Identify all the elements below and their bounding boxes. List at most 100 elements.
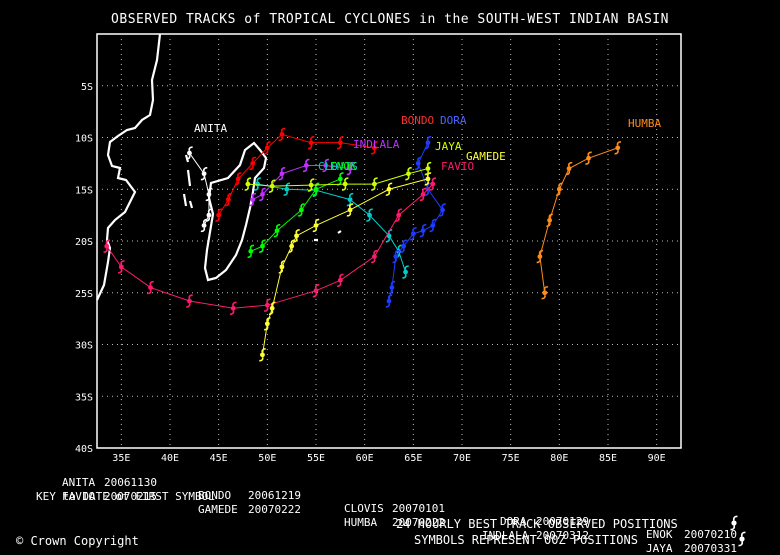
key-date: 20070101 xyxy=(392,502,445,515)
cyclone-position-marker xyxy=(288,239,296,253)
cyclone-position-marker xyxy=(259,348,266,362)
cyclone-position-marker xyxy=(371,249,378,264)
key-date: 20070129 xyxy=(536,515,589,528)
lon-tick-label: 65E xyxy=(404,453,422,464)
cyclone-position-marker xyxy=(215,208,223,222)
cyclone-position-marker xyxy=(346,203,354,217)
cyclone-position-marker xyxy=(336,136,344,150)
cyclone-position-marker xyxy=(298,203,305,217)
cyclone-position-marker xyxy=(263,317,271,331)
cyclone-position-marker xyxy=(259,239,266,253)
cyclone-position-marker xyxy=(385,182,393,196)
cyclone-position-marker xyxy=(186,146,193,160)
key-date: 20070215 xyxy=(104,490,157,503)
cyclone-position-marker xyxy=(424,172,432,186)
cyclone-position-marker xyxy=(385,294,393,308)
lat-tick-label: 30S xyxy=(75,341,93,352)
cyclone-position-marker xyxy=(541,286,549,300)
cyclone-position-marker xyxy=(565,161,573,176)
cyclone-position-marker xyxy=(249,156,257,171)
cyclone-position-marker xyxy=(585,151,592,165)
cyclone-position-marker xyxy=(346,161,354,176)
key-name: HUMBA xyxy=(344,516,378,529)
cyclone-position-marker xyxy=(614,141,622,155)
map-label-enok: ENOK xyxy=(330,160,357,173)
cyclone-symbol-icon xyxy=(738,531,746,547)
cyclone-position-marker xyxy=(419,187,427,202)
key-name: CLOVIS xyxy=(344,502,384,515)
cyclone-position-marker xyxy=(278,127,286,142)
key-row-2: FAVIO 20070215 GAMEDE 20070222 HUMBA 200702… xyxy=(62,477,737,555)
cyclone-position-marker xyxy=(555,182,563,196)
cyclone-position-marker xyxy=(103,239,111,253)
map-label-clovis: CLOVIS xyxy=(318,160,358,173)
map-label-indlala: INDLALA xyxy=(353,138,400,151)
cyclone-position-marker xyxy=(205,208,213,222)
lat-tick-label: 35S xyxy=(75,392,93,403)
cyclone-position-marker xyxy=(278,260,286,274)
track-labels: ANITA BONDO DORA HUMBA INDLALA JAYA GAME… xyxy=(194,114,661,173)
lon-tick-label: 90E xyxy=(648,453,666,464)
cyclone-tracks xyxy=(103,127,622,362)
map-label-bondo: BONDO xyxy=(401,114,434,127)
mascarene-islands xyxy=(314,230,342,242)
key-date: 20070222 xyxy=(248,503,301,516)
key-date: 20070331 xyxy=(684,542,737,555)
copyright: © Crown Copyright xyxy=(16,534,139,548)
map-label-favio: FAVIO xyxy=(441,160,474,173)
map-title: OBSERVED TRACKS of TROPICAL CYCLONES in … xyxy=(111,12,669,27)
cyclone-position-marker xyxy=(147,280,154,295)
cyclone-position-marker xyxy=(395,208,403,222)
lat-tick-label: 10S xyxy=(75,134,93,145)
cyclone-position-marker xyxy=(312,182,320,196)
cyclone-position-marker xyxy=(268,179,276,193)
cyclone-position-marker xyxy=(263,141,271,155)
key-date: 20070222 xyxy=(392,516,445,529)
cyclone-position-marker xyxy=(392,249,400,264)
cyclone-position-marker xyxy=(225,192,232,207)
lon-tick-label: 70E xyxy=(453,453,471,464)
lon-tick-label: 60E xyxy=(356,453,374,464)
map-label-dora: DORA xyxy=(440,114,467,127)
cyclone-position-marker xyxy=(200,167,208,181)
key-row-1: ANITA 20061130 BONDO 20061219 CLOVIS 200701… xyxy=(62,463,737,541)
key-date: 20061130 xyxy=(104,476,157,489)
cyclone-position-marker xyxy=(263,298,271,312)
cyclone-position-marker xyxy=(312,284,320,298)
key-name: ENOK xyxy=(646,528,673,541)
lon-tick-label: 45E xyxy=(210,453,228,464)
key-name: ANITA xyxy=(62,476,96,489)
footer-line-1: 24 HOURLY BEST TRACK OBSERVED POSITIONS xyxy=(396,517,678,531)
cyclone-position-marker xyxy=(186,294,193,308)
key-name: BONDO xyxy=(198,489,232,502)
cyclone-position-marker xyxy=(307,136,315,150)
key-name: FAVIO xyxy=(62,490,96,503)
map-label-jaya: JAYA xyxy=(435,140,462,153)
lon-tick-label: 35E xyxy=(112,453,130,464)
key-name: JAYA xyxy=(646,542,673,555)
lon-tick-label: 80E xyxy=(550,453,568,464)
cyclone-position-marker xyxy=(259,187,266,202)
cyclone-position-marker xyxy=(307,178,315,192)
lat-tick-label: 20S xyxy=(75,237,93,248)
key-note: KEY to DATE of FIRST SYMBOL xyxy=(36,490,215,503)
cyclone-position-marker xyxy=(402,265,409,279)
map-label-humba: HUMBA xyxy=(628,117,661,130)
cyclone-position-marker xyxy=(424,136,432,150)
key-name: INDLALA xyxy=(482,529,529,542)
track-line-clovis xyxy=(257,183,407,273)
lat-tick-label: 25S xyxy=(75,289,93,300)
cyclone-position-marker xyxy=(409,227,417,241)
key-date: 20070312 xyxy=(536,529,589,542)
cyclone-position-marker xyxy=(247,244,255,259)
cyclone-symbol-icon xyxy=(730,515,738,531)
key-date: 20070210 xyxy=(684,528,737,541)
cyclone-position-marker xyxy=(371,177,378,191)
cyclone-position-marker xyxy=(278,167,286,181)
key-date: 20061219 xyxy=(248,489,301,502)
cyclone-position-marker xyxy=(429,177,437,191)
map-label-anita: ANITA xyxy=(194,122,227,135)
cyclone-position-marker xyxy=(312,218,320,233)
cyclone-position-marker xyxy=(429,218,437,233)
